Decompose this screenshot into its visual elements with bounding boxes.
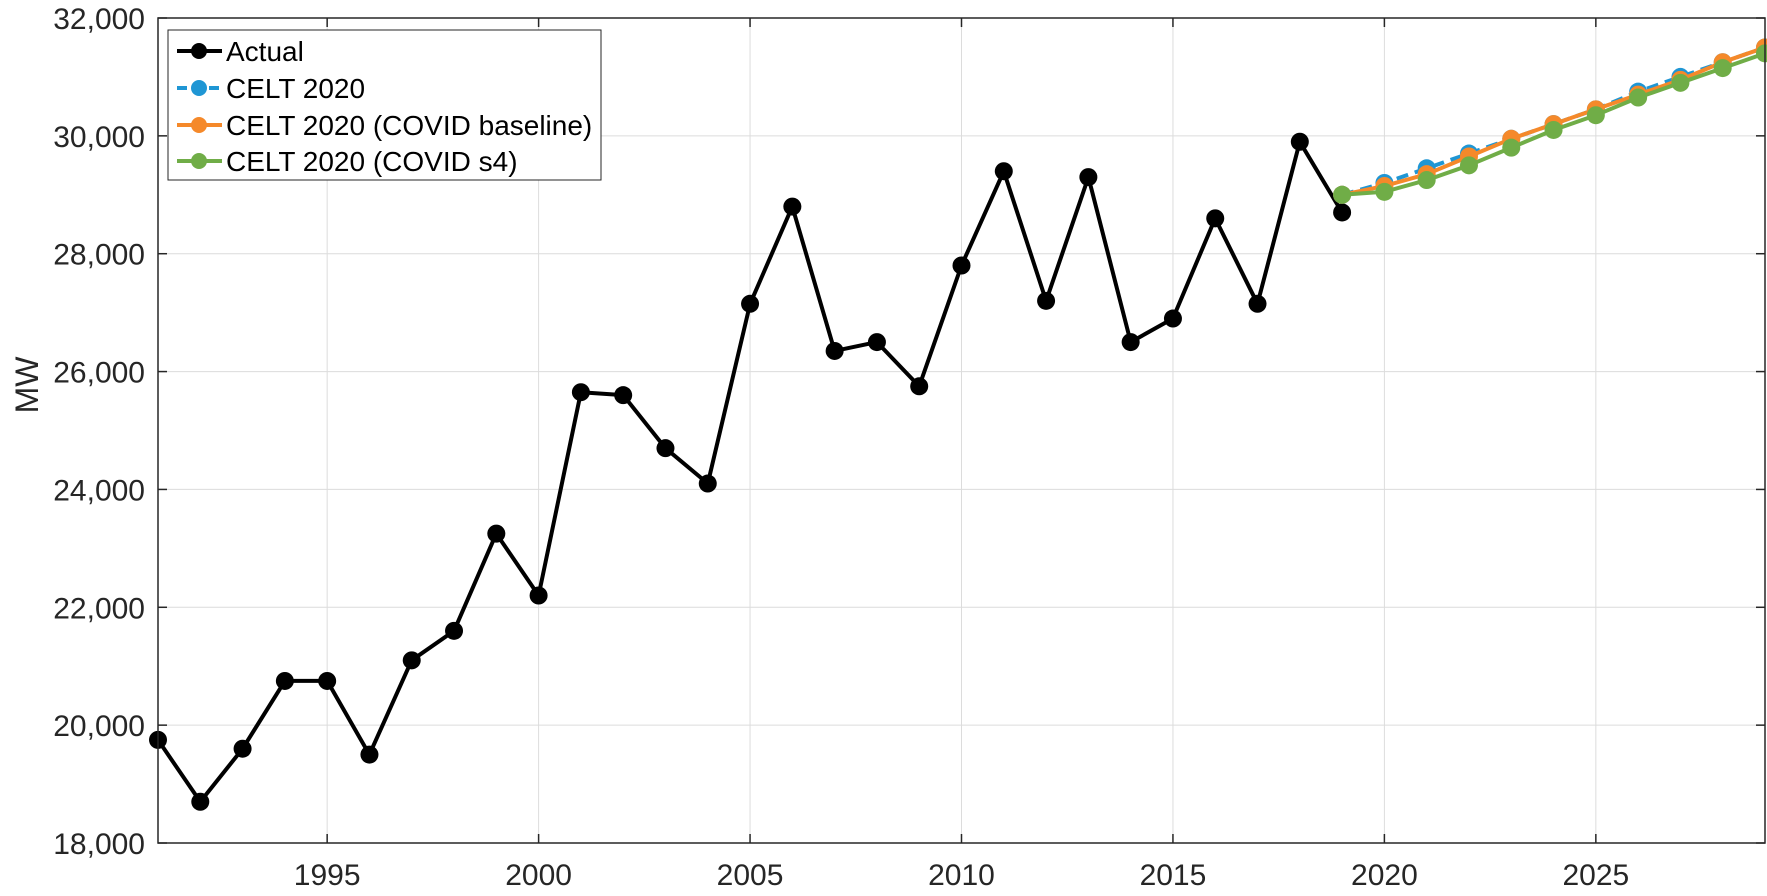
legend-swatch-marker — [191, 43, 207, 59]
data-point — [1713, 59, 1732, 78]
y-tick-label: 32,000 — [53, 3, 145, 36]
data-point — [318, 671, 337, 690]
data-point — [867, 333, 886, 352]
legend-swatch-marker — [191, 153, 207, 169]
legend-label-actual: Actual — [226, 36, 304, 67]
x-axis: 1995 2000 2005 2010 2015 2020 2025 — [294, 18, 1629, 892]
data-point — [571, 383, 590, 402]
legend: Actual CELT 2020 CELT 2020 (COVID baseli… — [167, 29, 602, 181]
legend-label-celt-2020-covid-baseline: CELT 2020 (COVID baseline) — [226, 110, 592, 141]
y-tick-label: 26,000 — [53, 357, 145, 390]
data-point — [445, 621, 464, 640]
data-point — [783, 197, 802, 216]
legend-swatch-marker — [191, 80, 207, 96]
y-axis: 18,000 20,000 22,000 24,000 26,000 28,000 30,0… — [53, 3, 1765, 861]
data-point — [1248, 294, 1267, 313]
data-point — [360, 745, 379, 764]
series-layer — [149, 38, 1767, 811]
data-point — [1037, 291, 1056, 310]
data-point — [1206, 209, 1225, 228]
legend-item-actual: Actual — [177, 36, 304, 67]
data-point — [825, 341, 844, 360]
data-point — [952, 256, 971, 275]
data-point — [1163, 309, 1182, 328]
data-point — [529, 586, 548, 605]
x-tick-label: 2025 — [1562, 859, 1629, 892]
data-point — [1079, 168, 1098, 187]
legend-item-celt-2020: CELT 2020 — [177, 73, 365, 104]
y-tick-label: 24,000 — [53, 474, 145, 507]
data-point — [487, 524, 506, 543]
series-actual — [149, 132, 1352, 811]
x-tick-label: 2010 — [928, 859, 995, 892]
data-point — [191, 792, 210, 811]
data-point — [910, 377, 929, 396]
legend-item-celt-2020-covid-s4: CELT 2020 (COVID s4) — [177, 146, 518, 177]
y-axis-label: MW — [9, 356, 45, 414]
data-point — [1629, 88, 1648, 107]
x-tick-label: 2005 — [717, 859, 784, 892]
data-point — [1375, 182, 1394, 201]
legend-label-celt-2020: CELT 2020 — [226, 73, 365, 104]
data-point — [656, 439, 675, 458]
legend-swatch-marker — [191, 117, 207, 133]
data-point — [275, 671, 294, 690]
data-point — [1502, 138, 1521, 157]
data-point — [402, 651, 421, 670]
x-tick-label: 2015 — [1140, 859, 1207, 892]
x-tick-label: 2020 — [1351, 859, 1418, 892]
y-tick-label: 30,000 — [53, 121, 145, 154]
data-point — [1333, 185, 1352, 204]
data-point — [233, 739, 252, 758]
data-point — [741, 294, 760, 313]
data-point — [614, 386, 633, 405]
data-point — [1671, 73, 1690, 92]
data-point — [994, 162, 1013, 181]
data-point — [1417, 171, 1436, 190]
legend-box — [167, 29, 602, 181]
y-tick-label: 20,000 — [53, 710, 145, 743]
y-tick-label: 22,000 — [53, 592, 145, 625]
data-point — [1121, 333, 1140, 352]
data-point — [1459, 156, 1478, 175]
data-point — [1290, 132, 1309, 151]
legend-item-celt-2020-covid-baseline: CELT 2020 (COVID baseline) — [177, 110, 592, 141]
data-point — [698, 474, 717, 493]
y-tick-label: 18,000 — [53, 828, 145, 861]
legend-label-celt-2020-covid-s4: CELT 2020 (COVID s4) — [226, 146, 518, 177]
x-tick-label: 1995 — [294, 859, 361, 892]
data-point — [1333, 203, 1352, 222]
data-point — [1544, 120, 1563, 139]
x-tick-label: 2000 — [505, 859, 572, 892]
data-point — [1586, 106, 1605, 125]
y-tick-label: 28,000 — [53, 239, 145, 272]
